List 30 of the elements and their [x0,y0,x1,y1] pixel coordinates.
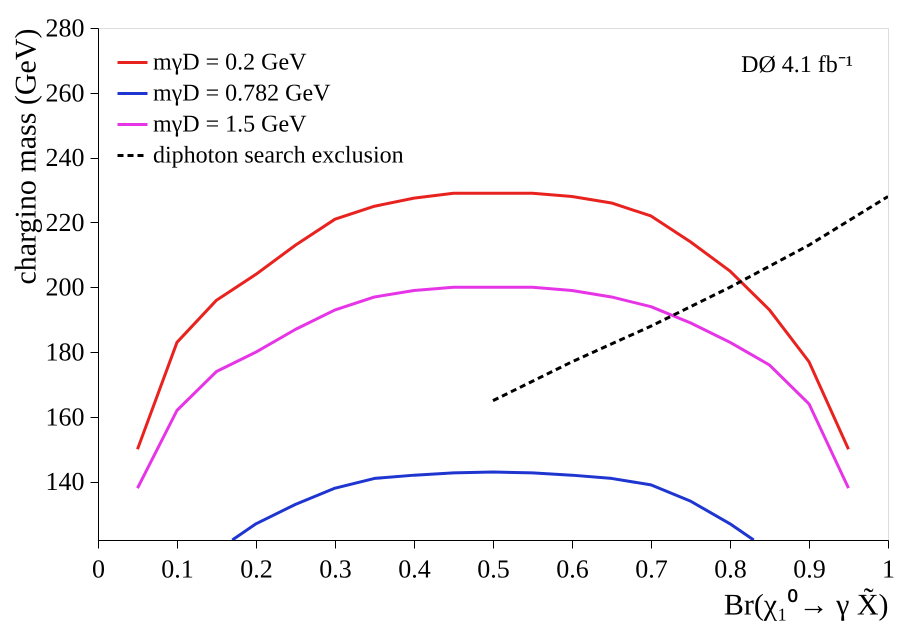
line-series [230,470,756,540]
y-tick-label: 220 [46,208,84,237]
y-tick-label: 280 [46,14,84,42]
y-tick-label: 260 [46,78,84,108]
x-tick-label: 0.7 [635,554,668,584]
y-tick-label: 160 [46,402,84,432]
legend-label: mγD = 0.2 GeV [153,50,308,76]
x-tick-label: 1 [882,554,895,584]
y-tick-label: 140 [46,467,84,496]
x-tick-label: 0.6 [556,554,589,584]
legend-label: diphoton search exclusion [153,142,404,168]
y-axis-title: chargino mass (GeV) [10,28,42,285]
x-tick-label: 0.9 [793,554,826,584]
annotation: DØ 4.1 fb⁻¹ [741,52,853,78]
y-tick-label: 240 [46,143,84,172]
y-tick-label: 200 [46,272,84,302]
legend-label: mγD = 1.5 GeV [153,112,308,138]
x-tick-label: 0.5 [477,554,510,584]
line-series [136,286,850,490]
line-series [492,195,888,402]
x-tick-label: 0 [92,554,105,584]
y-tick-label: 180 [46,338,84,367]
x-axis-title: Br(χ₁⁰→ γ X̃) [724,588,888,622]
x-tick-label: 0.8 [714,554,747,584]
x-tick-label: 0.4 [398,554,431,584]
x-tick-label: 0.2 [240,554,273,584]
x-tick-label: 0.1 [161,554,194,584]
x-tick-label: 0.3 [319,554,352,584]
line-series [136,192,850,451]
legend-label: mγD = 0.782 GeV [153,80,332,106]
